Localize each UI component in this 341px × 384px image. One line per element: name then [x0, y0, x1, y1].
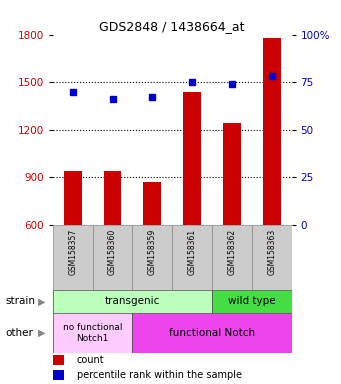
Text: other: other: [5, 328, 33, 338]
Text: ▶: ▶: [38, 296, 45, 306]
Bar: [212, 225, 252, 290]
Bar: [132, 313, 292, 353]
Bar: [64, 171, 82, 225]
Bar: [132, 225, 172, 290]
Bar: [223, 123, 241, 225]
Bar: [93, 225, 132, 290]
Bar: [104, 171, 121, 225]
Text: no functional
Notch1: no functional Notch1: [63, 323, 122, 343]
Title: GDS2848 / 1438664_at: GDS2848 / 1438664_at: [100, 20, 245, 33]
Text: GSM158357: GSM158357: [68, 229, 77, 275]
Text: count: count: [77, 356, 104, 366]
Text: functional Notch: functional Notch: [169, 328, 255, 338]
Bar: [172, 225, 212, 290]
Bar: [212, 290, 292, 313]
Text: GSM158361: GSM158361: [188, 229, 197, 275]
Bar: [53, 313, 132, 353]
Text: GSM158362: GSM158362: [227, 229, 236, 275]
Bar: [263, 38, 281, 225]
Bar: [252, 225, 292, 290]
Text: GSM158360: GSM158360: [108, 229, 117, 275]
Bar: [183, 92, 201, 225]
Bar: [53, 290, 212, 313]
Bar: [53, 370, 64, 380]
Text: wild type: wild type: [228, 296, 276, 306]
Text: GSM158359: GSM158359: [148, 229, 157, 275]
Text: transgenic: transgenic: [105, 296, 160, 306]
Bar: [53, 225, 93, 290]
Bar: [53, 355, 64, 366]
Text: GSM158363: GSM158363: [267, 229, 276, 275]
Text: percentile rank within the sample: percentile rank within the sample: [77, 370, 242, 380]
Text: strain: strain: [5, 296, 35, 306]
Text: ▶: ▶: [38, 328, 45, 338]
Bar: [143, 182, 161, 225]
